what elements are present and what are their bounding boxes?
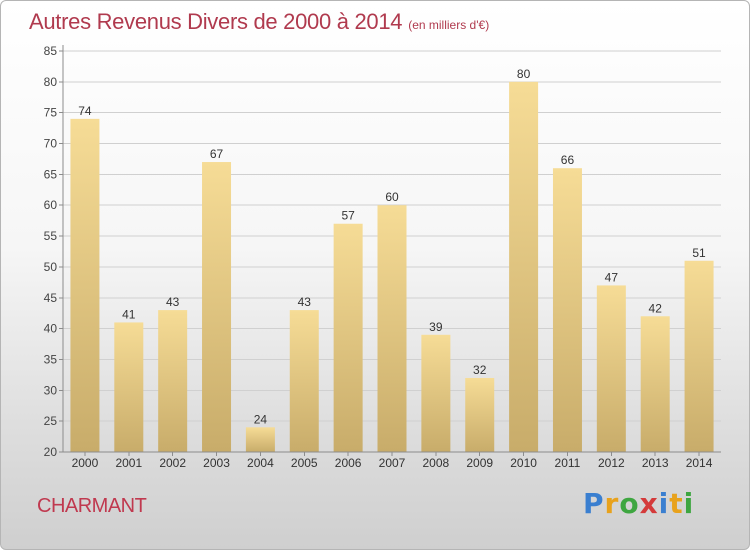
x-tick-label: 2008 xyxy=(423,456,450,470)
bar-2011 xyxy=(552,168,582,452)
commune-name: CHARMANT xyxy=(37,495,147,517)
y-tick-label: 65 xyxy=(44,167,58,181)
x-tick-label: 2005 xyxy=(291,456,318,470)
bar-2005 xyxy=(289,310,319,452)
x-tick-label: 2001 xyxy=(115,456,142,470)
x-tick-label: 2007 xyxy=(379,456,406,470)
axes: 20 25 30 35 40 45 50 55 60 65 70 75 80 85 2000 2001 2002… xyxy=(44,44,721,470)
chart-subtitle: (en milliers d'€) xyxy=(408,18,490,32)
data-label: 43 xyxy=(298,295,312,309)
y-tick-label: 55 xyxy=(44,229,58,243)
y-tick-label: 50 xyxy=(44,260,58,274)
data-label: 41 xyxy=(122,307,136,321)
bar-2012 xyxy=(596,285,626,452)
bar-2014 xyxy=(684,260,714,452)
logo-letter-4: i xyxy=(658,487,670,520)
bar-2000 xyxy=(70,118,100,452)
x-tick-label: 2009 xyxy=(466,456,493,470)
bar-2003 xyxy=(202,162,232,453)
x-tick-label: 2013 xyxy=(642,456,669,470)
x-tick-label: 2011 xyxy=(555,456,581,470)
x-tick-label: 2004 xyxy=(247,456,274,470)
x-tick-label: 2006 xyxy=(335,456,362,470)
logo-letter-1: r xyxy=(604,487,620,520)
chart-title: Autres Revenus Divers de 2000 à 2014 (en … xyxy=(29,9,489,35)
logo-letter-0: P xyxy=(583,487,605,520)
y-tick-label: 45 xyxy=(44,291,58,305)
data-label: 24 xyxy=(254,412,268,426)
x-tick-label: 2000 xyxy=(72,456,99,470)
bar-2009 xyxy=(465,377,495,452)
y-tick-label: 35 xyxy=(44,352,58,366)
data-label: 66 xyxy=(561,153,575,167)
logo-letter-2: o xyxy=(619,487,640,520)
bar-2007 xyxy=(377,205,407,452)
x-tick-label: 2010 xyxy=(510,456,537,470)
bar-2001 xyxy=(114,322,144,452)
bar-2002 xyxy=(158,310,188,452)
x-tick-label: 2012 xyxy=(598,456,625,470)
data-label: 47 xyxy=(605,270,619,284)
data-label: 32 xyxy=(473,363,487,377)
data-label: 51 xyxy=(692,246,706,260)
y-tick-label: 75 xyxy=(44,106,58,120)
bar-2013 xyxy=(640,316,670,452)
logo-letter-3: x xyxy=(639,487,659,520)
data-label: 74 xyxy=(78,104,92,118)
bars: 74 41 43 67 24 43 57 60 39 32 80 66 47 42 51 xyxy=(70,67,714,453)
data-label: 80 xyxy=(517,67,531,81)
proxiti-logo[interactable]: Proxiti xyxy=(583,487,694,520)
y-tick-label: 40 xyxy=(44,322,58,336)
data-label: 43 xyxy=(166,295,180,309)
chart-title-main: Autres Revenus Divers de 2000 à 2014 xyxy=(29,9,403,34)
y-tick-label: 60 xyxy=(44,198,58,212)
y-tick-label: 85 xyxy=(44,44,58,58)
data-label: 42 xyxy=(649,301,663,315)
data-label: 57 xyxy=(341,209,355,223)
y-tick-label: 80 xyxy=(44,75,58,89)
x-tick-label: 2002 xyxy=(159,456,186,470)
y-tick-label: 30 xyxy=(44,383,58,397)
bar-2008 xyxy=(421,334,451,452)
logo-letter-5: t xyxy=(669,487,684,520)
bar-2010 xyxy=(509,81,539,452)
x-tick-label: 2003 xyxy=(203,456,230,470)
data-label: 67 xyxy=(210,147,224,161)
bar-2006 xyxy=(333,223,363,452)
data-label: 39 xyxy=(429,320,443,334)
y-tick-label: 20 xyxy=(44,445,58,459)
bar-2004 xyxy=(245,427,275,452)
data-label: 60 xyxy=(385,190,399,204)
logo-letter-6: i xyxy=(683,487,695,520)
x-tick-label: 2014 xyxy=(686,456,713,470)
y-tick-label: 25 xyxy=(44,414,58,428)
y-tick-label: 70 xyxy=(44,137,58,151)
